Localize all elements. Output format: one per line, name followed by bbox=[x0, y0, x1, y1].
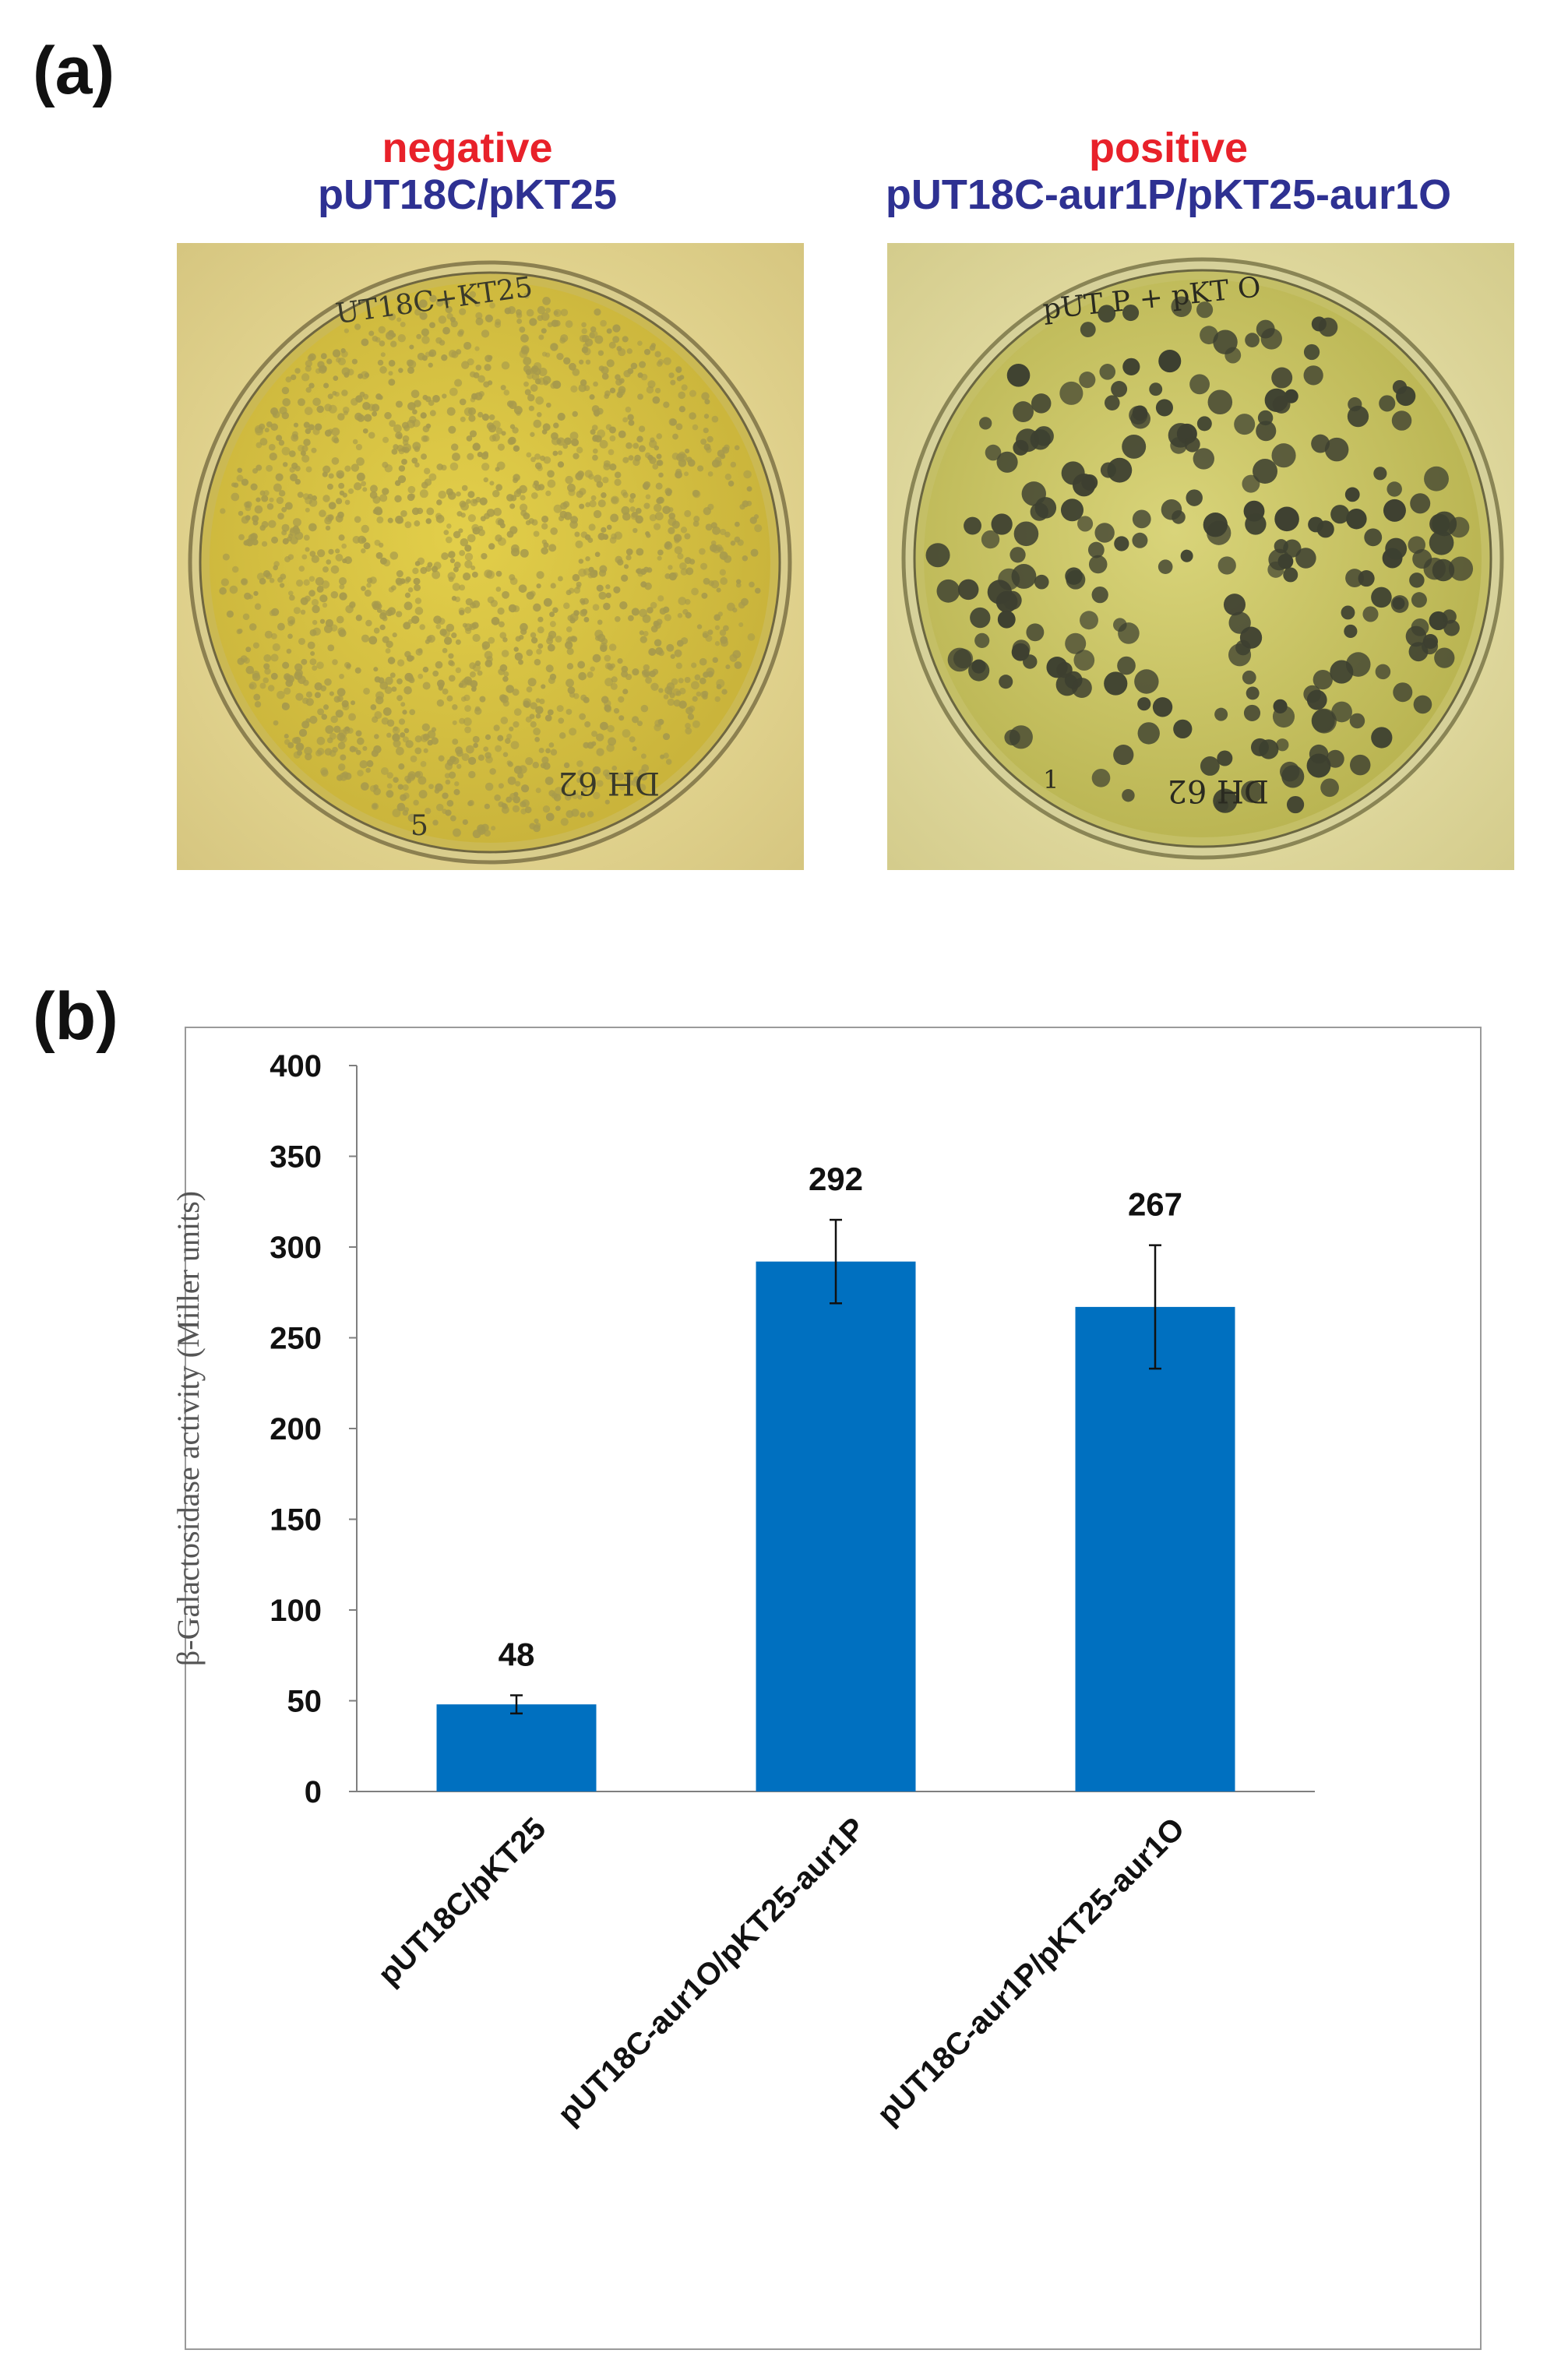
panel-b-label: (b) bbox=[33, 979, 118, 1054]
negative-colonies bbox=[219, 291, 763, 839]
positive-plate-photo: pUT P + pKT O DH 62 1 bbox=[887, 243, 1514, 870]
y-tick-label: 50 bbox=[287, 1685, 322, 1719]
negative-plate-photo: UT18C+KT25 DH 62 5 bbox=[177, 243, 804, 870]
positive-status-label: positive bbox=[1088, 125, 1249, 171]
y-tick-label: 350 bbox=[270, 1140, 322, 1175]
y-tick-label: 300 bbox=[270, 1231, 322, 1265]
y-tick-label: 0 bbox=[305, 1775, 322, 1809]
y-tick-label: 400 bbox=[270, 1049, 322, 1083]
y-tick-label: 250 bbox=[270, 1322, 322, 1356]
data-label-1: 48 bbox=[499, 1636, 535, 1673]
negative-plate-handwriting-3: 5 bbox=[410, 810, 428, 842]
y-tick-label: 100 bbox=[270, 1594, 322, 1628]
y-tick-label: 150 bbox=[270, 1503, 322, 1538]
category-label-2: pUT18C-aur1O/pKT25-aur1P bbox=[551, 1811, 872, 2131]
negative-construct-label: pUT18C/pKT25 bbox=[317, 171, 618, 219]
data-label-3: 267 bbox=[1128, 1186, 1182, 1223]
bar-1 bbox=[436, 1704, 597, 1791]
negative-plate-caption: negative pUT18C/pKT25 bbox=[117, 125, 818, 219]
category-label-1: pUT18C/pKT25 bbox=[372, 1811, 552, 1992]
positive-plate-handwriting-3: 1 bbox=[1043, 765, 1059, 794]
data-label-2: 292 bbox=[809, 1161, 863, 1197]
negative-status-label: negative bbox=[382, 125, 553, 171]
positive-colonies bbox=[925, 296, 1474, 814]
negative-plate-handwriting-2: DH 62 bbox=[558, 765, 660, 801]
panel-a-label: (a) bbox=[33, 33, 115, 108]
positive-plate-handwriting-2: DH 62 bbox=[1167, 773, 1269, 809]
chart-frame bbox=[185, 1027, 1482, 2350]
y-tick-label: 200 bbox=[270, 1412, 322, 1446]
positive-plate-caption: positive pUT18C-aur1P/pKT25-aur1O bbox=[818, 125, 1519, 219]
positive-construct-label: pUT18C-aur1P/pKT25-aur1O bbox=[885, 171, 1452, 219]
category-label-3: pUT18C-aur1P/pKT25-aur1O bbox=[871, 1811, 1191, 2131]
bar-2 bbox=[756, 1261, 916, 1791]
bar-3 bbox=[1075, 1306, 1235, 1791]
y-axis-label: β-Galactosidase activity (Miller units) bbox=[171, 1191, 206, 1666]
